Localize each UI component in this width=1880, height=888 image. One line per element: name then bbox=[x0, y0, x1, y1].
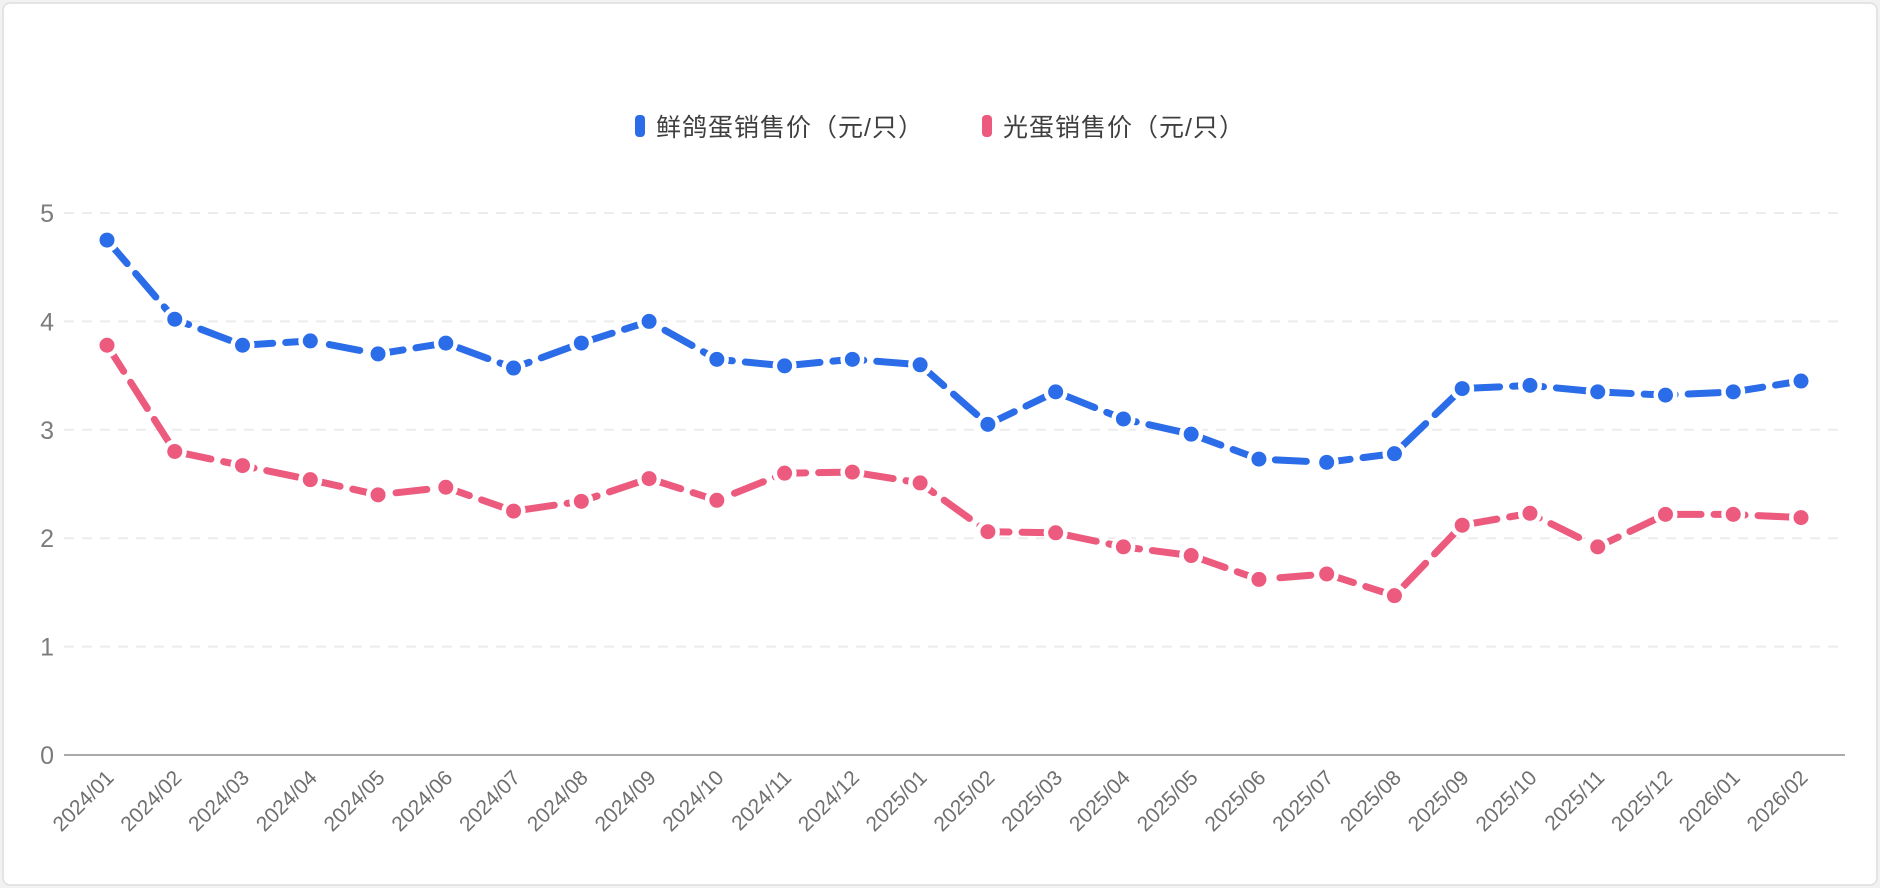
data-point[interactable] bbox=[99, 232, 115, 248]
data-point[interactable] bbox=[1183, 426, 1199, 442]
y-axis-tick-label: 4 bbox=[40, 308, 54, 336]
data-point[interactable] bbox=[235, 337, 251, 353]
data-point[interactable] bbox=[1115, 539, 1131, 555]
data-point[interactable] bbox=[1590, 539, 1606, 555]
y-axis-tick-label: 5 bbox=[40, 200, 54, 228]
data-point[interactable] bbox=[980, 524, 996, 540]
x-axis-tick-label: 2025/10 bbox=[1472, 766, 1542, 836]
data-point[interactable] bbox=[912, 357, 928, 373]
data-point[interactable] bbox=[235, 458, 251, 474]
data-point[interactable] bbox=[1319, 566, 1335, 582]
x-axis-tick-label: 2025/06 bbox=[1201, 766, 1271, 836]
data-point[interactable] bbox=[844, 464, 860, 480]
x-axis-tick-label: 2024/09 bbox=[591, 766, 661, 836]
data-point[interactable] bbox=[1793, 373, 1809, 389]
x-axis-tick-label: 2025/01 bbox=[862, 766, 932, 836]
data-point[interactable] bbox=[506, 360, 522, 376]
data-point[interactable] bbox=[438, 335, 454, 351]
y-axis-tick-label: 1 bbox=[40, 634, 54, 662]
x-axis-tick-label: 2025/04 bbox=[1065, 766, 1135, 836]
data-point[interactable] bbox=[709, 492, 725, 508]
data-point[interactable] bbox=[1115, 411, 1131, 427]
data-point[interactable] bbox=[1319, 454, 1335, 470]
x-axis-tick-label: 2024/02 bbox=[116, 766, 186, 836]
data-point[interactable] bbox=[1251, 571, 1267, 587]
data-point[interactable] bbox=[167, 443, 183, 459]
data-point[interactable] bbox=[641, 471, 657, 487]
x-axis-tick-label: 2024/01 bbox=[49, 766, 119, 836]
legend-swatch-icon bbox=[982, 115, 992, 137]
legend-label: 鲜鸽蛋销售价（元/只） bbox=[656, 114, 924, 142]
x-axis-tick-label: 2024/12 bbox=[794, 766, 864, 836]
data-point[interactable] bbox=[573, 335, 589, 351]
x-axis-tick-label: 2025/02 bbox=[929, 766, 999, 836]
price-line-chart-canvas: 0123452024/012024/022024/032024/042024/0… bbox=[40, 200, 1845, 836]
y-axis-tick-label: 3 bbox=[40, 417, 54, 445]
data-point[interactable] bbox=[777, 358, 793, 374]
legend-swatch-icon bbox=[635, 115, 646, 137]
x-axis-tick-label: 2025/09 bbox=[1404, 766, 1474, 836]
x-axis-tick-label: 2025/11 bbox=[1540, 766, 1609, 835]
chart-legend: 鲜鸽蛋销售价（元/只） 光蛋销售价（元/只） bbox=[4, 108, 1876, 144]
x-axis-tick-label: 2024/11 bbox=[727, 766, 796, 835]
data-point[interactable] bbox=[1522, 377, 1538, 393]
data-point[interactable] bbox=[641, 313, 657, 329]
data-point[interactable] bbox=[1251, 451, 1267, 467]
data-point[interactable] bbox=[1048, 525, 1064, 541]
data-point[interactable] bbox=[1183, 548, 1199, 564]
data-point[interactable] bbox=[709, 351, 725, 367]
data-point[interactable] bbox=[1590, 384, 1606, 400]
x-axis-tick-label: 2025/08 bbox=[1336, 766, 1406, 836]
x-axis-tick-label: 2025/05 bbox=[1133, 766, 1203, 836]
data-point[interactable] bbox=[980, 416, 996, 432]
x-axis-tick-label: 2024/05 bbox=[320, 766, 390, 836]
data-point[interactable] bbox=[370, 346, 386, 362]
data-point[interactable] bbox=[438, 479, 454, 495]
y-axis-tick-label: 2 bbox=[40, 525, 54, 553]
data-point[interactable] bbox=[1657, 387, 1673, 403]
x-axis-tick-label: 2024/04 bbox=[252, 766, 322, 836]
data-point[interactable] bbox=[1793, 510, 1809, 526]
x-axis-tick-label: 2026/02 bbox=[1743, 766, 1813, 836]
data-point[interactable] bbox=[1657, 506, 1673, 522]
data-point[interactable] bbox=[1522, 505, 1538, 521]
x-axis-tick-label: 2024/10 bbox=[658, 766, 728, 836]
x-axis-tick-label: 2025/07 bbox=[1268, 766, 1338, 836]
x-axis-tick-label: 2024/08 bbox=[523, 766, 593, 836]
data-point[interactable] bbox=[506, 503, 522, 519]
x-axis-tick-label: 2024/03 bbox=[184, 766, 254, 836]
data-point[interactable] bbox=[1454, 381, 1470, 397]
x-axis-tick-label: 2025/12 bbox=[1607, 766, 1677, 836]
legend-item[interactable]: 光蛋销售价（元/只） bbox=[982, 108, 1245, 144]
data-point[interactable] bbox=[302, 472, 318, 488]
data-point[interactable] bbox=[167, 311, 183, 327]
data-point[interactable] bbox=[1454, 517, 1470, 533]
data-point[interactable] bbox=[370, 487, 386, 503]
data-point[interactable] bbox=[1386, 446, 1402, 462]
data-point[interactable] bbox=[1725, 506, 1741, 522]
data-point[interactable] bbox=[573, 493, 589, 509]
data-point[interactable] bbox=[99, 337, 115, 353]
x-axis-tick-label: 2024/06 bbox=[387, 766, 457, 836]
legend-label: 光蛋销售价（元/只） bbox=[1003, 114, 1245, 142]
data-point[interactable] bbox=[777, 465, 793, 481]
data-point[interactable] bbox=[1048, 384, 1064, 400]
x-axis-tick-label: 2024/07 bbox=[455, 766, 525, 836]
y-axis-tick-label: 0 bbox=[40, 742, 54, 770]
x-axis-tick-label: 2025/03 bbox=[997, 766, 1067, 836]
data-point[interactable] bbox=[302, 333, 318, 349]
x-axis-tick-label: 2026/01 bbox=[1675, 766, 1745, 836]
data-point[interactable] bbox=[844, 351, 860, 367]
data-point[interactable] bbox=[1386, 588, 1402, 604]
data-point[interactable] bbox=[1725, 384, 1741, 400]
legend-item[interactable]: 鲜鸽蛋销售价（元/只） bbox=[635, 108, 924, 144]
series-line bbox=[103, 341, 1805, 600]
data-point[interactable] bbox=[912, 475, 928, 491]
